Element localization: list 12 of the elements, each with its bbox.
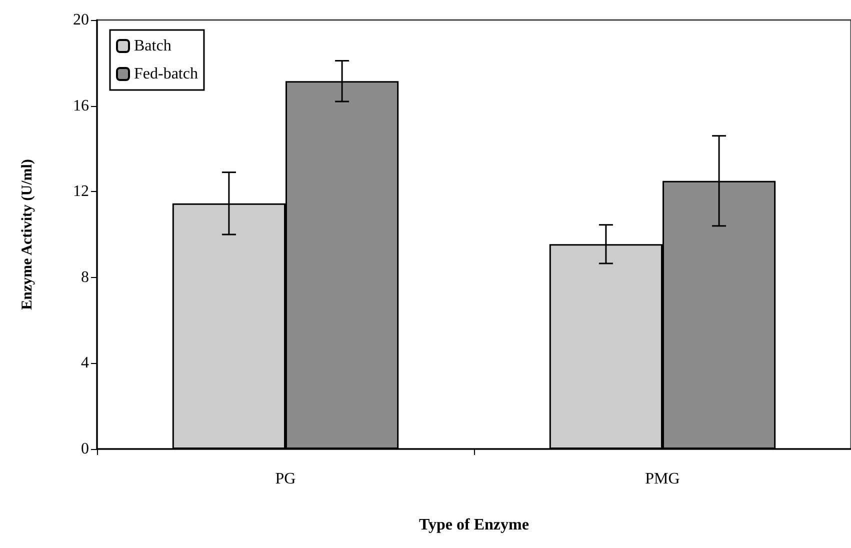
y-tick-label: 8 <box>81 268 89 286</box>
x-tick-label: PG <box>275 470 296 488</box>
y-tick-label: 0 <box>81 440 89 458</box>
legend-label: Batch <box>134 38 172 54</box>
y-axis-title: Enzyme Activity (U/ml) <box>20 159 36 310</box>
y-tick-label: 4 <box>81 354 89 372</box>
legend-label: Fed-batch <box>134 66 198 82</box>
x-tick-label: PMG <box>645 470 680 488</box>
x-axis-title: Type of Enzyme <box>419 516 529 534</box>
y-tick-label: 16 <box>73 97 89 114</box>
y-tick-label: 12 <box>73 183 89 200</box>
y-tick-label: 20 <box>73 12 89 28</box>
